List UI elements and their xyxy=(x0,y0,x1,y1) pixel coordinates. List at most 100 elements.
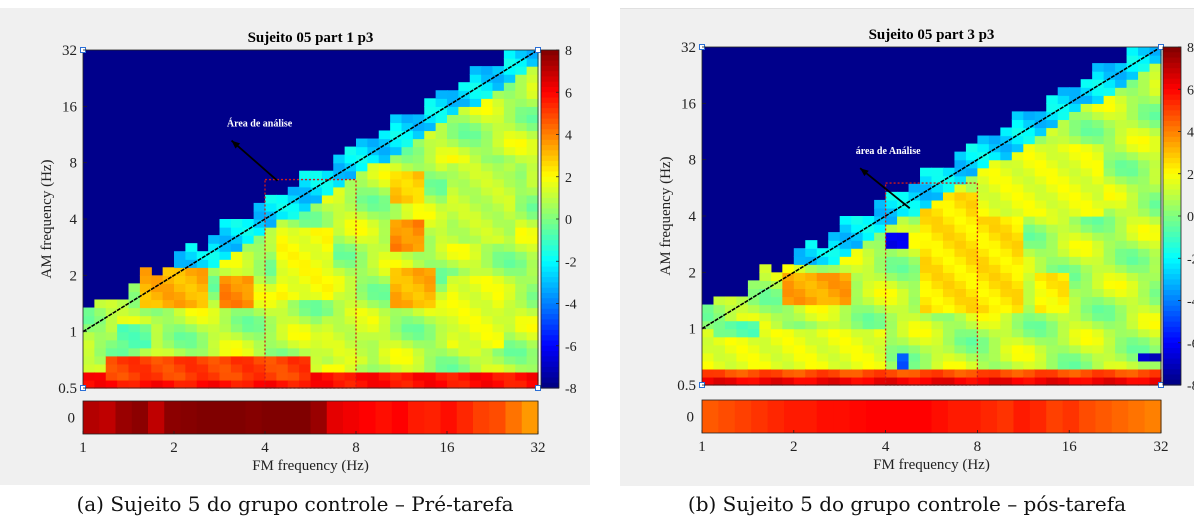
heatmap-cell xyxy=(724,296,738,306)
heatmap-cell xyxy=(1138,63,1151,72)
heatmap-cell xyxy=(713,328,726,338)
heatmap-cell xyxy=(481,371,494,381)
heatmap-cell xyxy=(1023,111,1036,121)
heatmap-cell xyxy=(770,320,783,330)
heatmap-cell xyxy=(1023,143,1036,153)
heatmap-cell xyxy=(1138,111,1151,121)
heatmap-cell xyxy=(965,336,978,346)
heatmap-cell xyxy=(105,299,118,309)
heatmap-cell xyxy=(481,331,494,341)
heatmap-cell xyxy=(920,248,933,257)
colorbar-tick-label: -8 xyxy=(565,382,577,397)
heatmap-cell xyxy=(1126,47,1139,56)
heatmap-cell xyxy=(988,344,1001,354)
heatmap-cell xyxy=(1138,175,1151,185)
heatmap-cell xyxy=(105,363,118,373)
heatmap-cell xyxy=(287,227,300,236)
heatmap-cell xyxy=(805,264,818,273)
strip-cell xyxy=(767,400,785,433)
heatmap-cell xyxy=(378,307,391,317)
heatmap-cell xyxy=(299,331,312,341)
heatmap-cell xyxy=(481,106,494,115)
heatmap-cell xyxy=(1034,151,1047,161)
heatmap-cell xyxy=(412,291,425,301)
heatmap-cell xyxy=(469,315,482,325)
heatmap-cell xyxy=(208,371,221,381)
heatmap-cell xyxy=(1000,135,1013,145)
heatmap-cell xyxy=(1092,224,1105,233)
colorbar-segment xyxy=(1163,369,1181,376)
heatmap-cell xyxy=(920,352,933,362)
heatmap-cell xyxy=(1138,47,1151,56)
heatmap-cell xyxy=(94,307,107,317)
heatmap-cell xyxy=(287,299,300,309)
heatmap-cell xyxy=(515,291,528,301)
heatmap-cell xyxy=(469,162,482,172)
heatmap-cell xyxy=(526,299,539,309)
heatmap-cell xyxy=(965,232,978,241)
heatmap-cell xyxy=(344,291,357,301)
heatmap-cell xyxy=(782,312,795,322)
heatmap-cell xyxy=(321,227,334,236)
heatmap-cell xyxy=(908,280,921,290)
heatmap-cell xyxy=(401,154,414,164)
heatmap-cell xyxy=(931,336,944,346)
heatmap-cell xyxy=(1115,312,1128,322)
heatmap-cell xyxy=(897,224,910,233)
heatmap-cell xyxy=(1149,103,1162,112)
heatmap-cell xyxy=(1057,352,1070,362)
heatmap-cell xyxy=(1046,224,1059,233)
heatmap-cell xyxy=(299,315,312,325)
heatmap-cell xyxy=(1080,103,1093,112)
colorbar-tick-label: 2 xyxy=(1187,168,1194,183)
heatmap-cell xyxy=(965,264,978,273)
heatmap-cell xyxy=(770,344,783,354)
heatmap-cell xyxy=(1126,368,1139,378)
heatmap-cell xyxy=(988,232,1001,241)
heatmap-cell xyxy=(1023,376,1036,386)
heatmap-cell xyxy=(954,312,967,322)
chart-title: Sujeito 05 part 3 p3 xyxy=(869,27,995,43)
heatmap-cell xyxy=(1080,312,1093,322)
heatmap-cell xyxy=(713,368,726,378)
heatmap-cell xyxy=(515,371,528,381)
heatmap-cell xyxy=(492,154,505,164)
heatmap-cell xyxy=(219,371,232,381)
heatmap-cell xyxy=(942,232,956,241)
heatmap-cell xyxy=(1069,256,1082,265)
heatmap-cell xyxy=(1023,232,1036,241)
heatmap-cell xyxy=(1103,127,1116,137)
heatmap-cell xyxy=(219,243,232,252)
heatmap-cell xyxy=(321,178,334,188)
heatmap-cell xyxy=(862,312,875,322)
heatmap-cell xyxy=(736,376,749,386)
heatmap-cell xyxy=(230,267,243,276)
heatmap-cell xyxy=(367,138,380,148)
heatmap-cell xyxy=(988,376,1001,386)
heatmap-cell xyxy=(839,288,852,298)
heatmap-cell xyxy=(253,379,266,389)
heatmap-cell xyxy=(128,355,141,365)
heatmap-cell xyxy=(310,186,323,196)
heatmap-cell xyxy=(515,130,528,140)
heatmap-cell xyxy=(1103,328,1116,338)
heatmap-cell xyxy=(828,376,841,386)
heatmap-cell xyxy=(492,339,505,349)
colorbar-segment xyxy=(541,261,559,268)
heatmap-cell xyxy=(333,355,346,365)
heatmap-cell xyxy=(942,191,956,201)
heatmap-cell xyxy=(977,296,990,306)
heatmap-cell xyxy=(1046,151,1059,161)
heatmap-cell xyxy=(367,162,380,172)
heatmap-cell xyxy=(724,344,738,354)
heatmap-cell xyxy=(310,347,323,357)
heatmap-cell xyxy=(1080,240,1093,249)
heatmap-cell xyxy=(412,355,425,365)
heatmap-cell xyxy=(515,235,528,244)
heatmap-cell xyxy=(862,280,875,290)
heatmap-cell xyxy=(412,122,425,132)
heatmap-cell xyxy=(83,379,95,389)
heatmap-cell xyxy=(492,162,505,172)
heatmap-cell xyxy=(1023,207,1036,217)
heatmap-cell xyxy=(105,347,118,357)
